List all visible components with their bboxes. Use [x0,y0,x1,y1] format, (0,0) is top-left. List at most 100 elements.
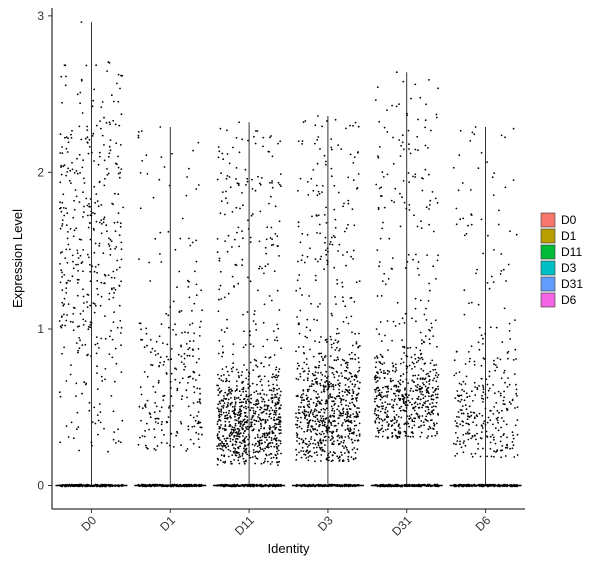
point [495,326,498,329]
point [316,397,319,400]
point [297,346,300,348]
point [274,402,277,405]
point [314,416,317,418]
point [456,436,459,439]
point [514,319,516,321]
point [413,365,416,368]
point [249,241,252,244]
point [473,416,476,419]
point [378,261,381,263]
point [397,397,400,400]
point [312,169,315,171]
point [306,379,309,382]
point [516,419,519,421]
point [232,343,235,345]
point [458,154,461,157]
point [377,155,379,158]
point [323,154,326,157]
point [198,400,201,403]
point [113,221,116,224]
point [435,422,438,425]
point [328,386,331,388]
point [386,396,388,398]
point [265,454,268,457]
point [63,214,66,217]
point [162,399,165,401]
point [258,439,261,442]
point [322,439,325,442]
point [436,259,439,262]
point [377,431,380,434]
point [317,366,320,369]
point [241,138,244,141]
point [165,355,168,358]
point [347,386,350,388]
point [217,389,220,391]
point [398,407,401,410]
point [345,446,348,449]
point [339,382,341,385]
point [342,395,344,397]
point [63,313,65,316]
point [234,405,236,408]
point [243,445,246,448]
point [146,344,148,347]
point [86,129,89,132]
point [247,276,249,279]
point [137,131,140,133]
point [344,429,347,431]
point [353,428,356,430]
point [428,412,431,415]
point [393,392,396,395]
point [228,435,231,438]
point [331,243,334,246]
point [402,346,404,348]
point [95,220,98,223]
point [330,138,333,141]
point [65,287,68,289]
point [218,431,221,433]
point [279,429,282,431]
point [118,234,121,237]
point [463,289,466,292]
point [96,342,99,345]
point [154,421,157,423]
point [100,106,103,108]
point [185,450,188,452]
point [279,432,282,434]
point [351,383,354,386]
point [317,444,320,447]
point [465,408,468,411]
point [338,332,340,335]
point [385,406,388,409]
point [276,339,279,342]
point [312,428,315,431]
point [386,436,389,439]
point [397,431,400,434]
point [334,384,337,387]
point [184,365,187,368]
point [80,78,83,81]
point [102,221,105,224]
point [503,396,505,399]
point [278,183,281,186]
point [191,348,194,351]
point [255,420,258,423]
point [66,151,69,153]
point [486,282,489,284]
point [117,100,120,103]
point [511,447,514,450]
point [277,374,280,377]
point [314,443,317,445]
point [507,350,510,353]
point [219,419,222,422]
point [471,390,473,393]
point [87,325,90,328]
point [273,416,276,419]
point [278,397,281,399]
point [338,349,340,352]
point [263,405,266,407]
point [253,403,255,406]
point [386,394,389,397]
legend-label: D11 [561,245,582,259]
